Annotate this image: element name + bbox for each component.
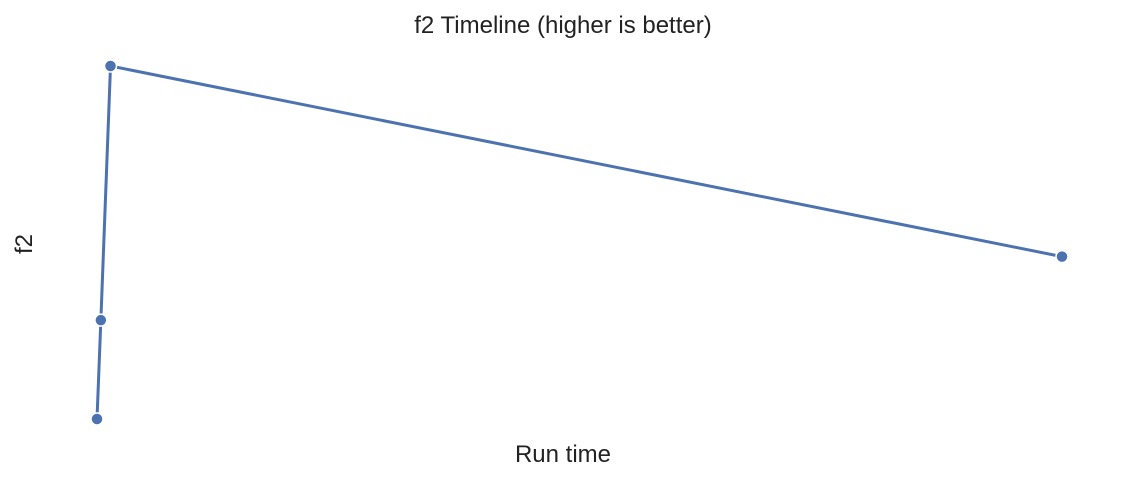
data-point: [1055, 249, 1069, 264]
x-axis-label: Run time: [514, 441, 612, 468]
series-line: [95, 64, 1063, 420]
data-point: [103, 59, 118, 73]
data-point: [94, 313, 108, 327]
data-point: [90, 412, 104, 426]
chart-title: f2 Timeline (higher is better): [414, 12, 712, 39]
